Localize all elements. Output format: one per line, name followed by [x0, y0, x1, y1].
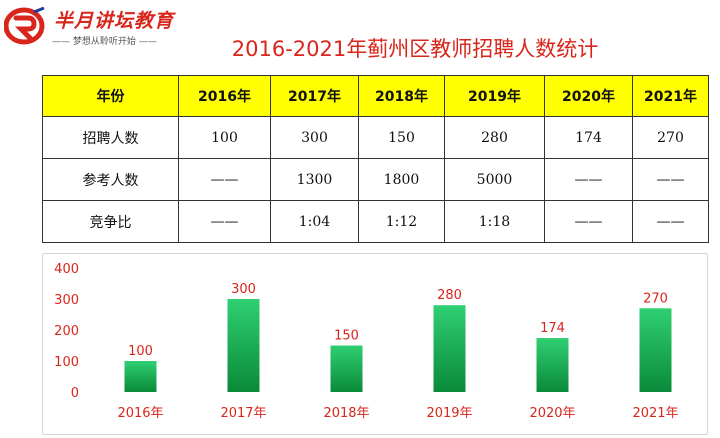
table-cell: 100	[178, 116, 271, 159]
row-label: 竞争比	[42, 200, 179, 243]
table-cell: 280	[444, 116, 545, 159]
logo: 半月讲坛教育 —— 梦想从聆听开始 ——	[2, 2, 198, 54]
header-cell: 2021年	[632, 75, 709, 117]
table-row-ratio: 竞争比 —— 1:04 1:12 1:18 —— ——	[42, 200, 709, 243]
header-cell: 年份	[42, 75, 179, 117]
table-cell: 1800	[358, 158, 445, 201]
data-label: 300	[231, 282, 256, 297]
x-tick-label: 2020年	[529, 406, 575, 421]
bar-2017年	[227, 299, 260, 392]
table-header-row: 年份 2016年 2017年 2018年 2019年 2020年 2021年	[42, 75, 709, 117]
table-cell: 1:12	[358, 200, 445, 243]
chart-frame: 0 100 200 300 400 100 300 150 280 174 270 2016年 20…	[42, 253, 708, 435]
table-cell: 150	[358, 116, 445, 159]
table-cell: ——	[544, 200, 633, 243]
header-cell: 2020年	[544, 75, 633, 117]
table-cell: 1:18	[444, 200, 545, 243]
table-row-hires: 招聘人数 100 300 150 280 174 270	[42, 116, 709, 159]
y-tick-label: 300	[54, 293, 79, 308]
table-cell: ——	[632, 200, 709, 243]
table-cell: 1300	[270, 158, 359, 201]
table-row-applicants: 参考人数 —— 1300 1800 5000 —— ——	[42, 158, 709, 201]
table-cell: 174	[544, 116, 633, 159]
x-tick-label: 2018年	[323, 406, 369, 421]
table-cell-highlight: 270	[632, 116, 709, 159]
bar-2021年	[639, 308, 672, 392]
data-label: 150	[334, 329, 359, 344]
y-tick-label: 0	[71, 386, 79, 401]
table-cell: ——	[178, 158, 271, 201]
row-label: 招聘人数	[42, 116, 179, 159]
table-cell: ——	[544, 158, 633, 201]
table-cell: ——	[178, 200, 271, 243]
data-label: 270	[643, 291, 668, 306]
data-label: 174	[540, 321, 565, 336]
header-cell: 2019年	[444, 75, 545, 117]
logo-mark-icon	[4, 6, 45, 45]
header-cell: 2017年	[270, 75, 359, 117]
y-tick-label: 200	[54, 324, 79, 339]
bar-chart: 0 100 200 300 400 100 300 150 280 174 270 2016年 20…	[54, 262, 678, 421]
data-label: 280	[437, 288, 462, 303]
table-cell: 5000	[444, 158, 545, 201]
y-tick-label: 400	[54, 262, 79, 277]
x-tick-label: 2017年	[220, 406, 266, 421]
header-cell: 2018年	[358, 75, 445, 117]
stats-table: 年份 2016年 2017年 2018年 2019年 2020年 2021年 招…	[42, 75, 709, 243]
data-label: 100	[128, 344, 153, 359]
logo-name: 半月讲坛教育	[54, 10, 175, 32]
bar-2020年	[536, 338, 569, 392]
bar-2016年	[124, 361, 157, 392]
row-label: 参考人数	[42, 158, 179, 201]
x-tick-label: 2016年	[117, 406, 163, 421]
y-tick-label: 100	[54, 355, 79, 370]
table-cell: 1:04	[270, 200, 359, 243]
table-cell: ——	[632, 158, 709, 201]
bar-2019年	[433, 305, 466, 392]
x-tick-label: 2019年	[426, 406, 472, 421]
table-cell: 300	[270, 116, 359, 159]
bar-2018年	[330, 345, 363, 392]
page-title: 2016-2021年蓟州区教师招聘人数统计	[231, 37, 599, 61]
x-tick-label: 2021年	[632, 406, 678, 421]
header-cell: 2016年	[178, 75, 271, 117]
logo-slogan: —— 梦想从聆听开始 ——	[52, 37, 157, 47]
